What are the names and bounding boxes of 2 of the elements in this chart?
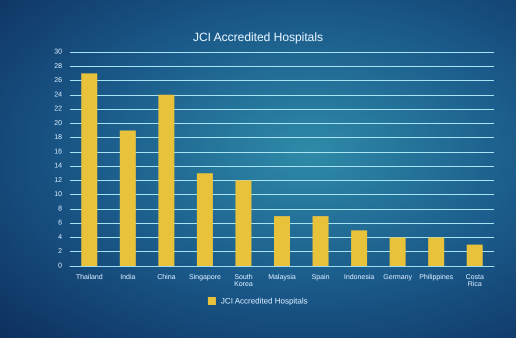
chart-title: JCI Accredited Hospitals xyxy=(192,30,324,44)
legend-label: JCI Accredited Hospitals xyxy=(220,296,308,306)
